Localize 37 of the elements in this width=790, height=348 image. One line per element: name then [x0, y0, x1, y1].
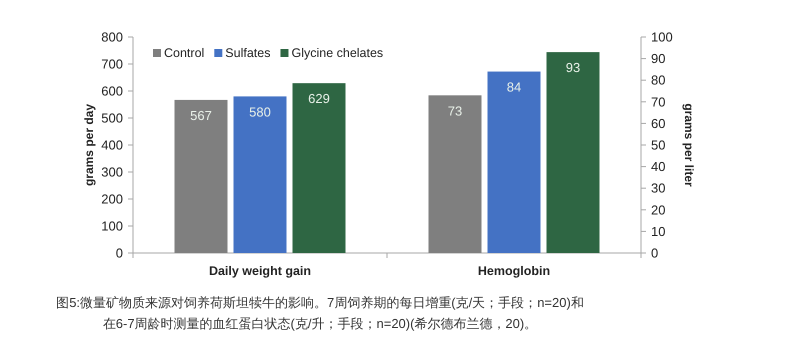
y2-tick-label: 30: [651, 180, 666, 196]
y-tick-label: 700: [101, 56, 123, 72]
legend-label: Control: [164, 46, 204, 60]
data-label: 567: [190, 108, 212, 123]
y2-tick-label: 90: [651, 51, 666, 66]
data-label: 73: [448, 103, 462, 118]
y2-axis-title: grams per liter: [682, 103, 696, 188]
y2-tick-label: 40: [651, 159, 666, 174]
y-tick-label: 800: [101, 30, 123, 44]
y2-tick-label: 100: [651, 30, 673, 44]
data-label: 629: [308, 91, 330, 106]
y-tick-label: 0: [116, 246, 123, 260]
y2-tick-label: 70: [651, 94, 666, 110]
y2-tick-label: 0: [651, 246, 658, 260]
y-tick-label: 500: [101, 110, 123, 126]
data-label: 84: [506, 80, 522, 95]
y-tick-label: 400: [101, 138, 123, 152]
y2-tick-label: 20: [651, 202, 666, 218]
y2-tick-label: 50: [651, 138, 666, 152]
y2-tick-label: 60: [651, 116, 666, 131]
y-tick-label: 300: [101, 164, 123, 180]
y2-tick-label: 80: [651, 72, 666, 88]
legend-label: Glycine chelates: [291, 46, 384, 60]
data-label: 93: [566, 60, 580, 76]
legend-label: Sulfates: [225, 46, 270, 60]
y-tick-label: 600: [101, 84, 123, 98]
bar: [234, 96, 286, 253]
x-tick-label: Hemoglobin: [478, 264, 550, 278]
y2-tick-label: 10: [651, 224, 666, 239]
x-tick-label: Daily weight gain: [208, 264, 312, 278]
y-tick-label: 200: [101, 192, 123, 206]
y-tick-label: 100: [101, 218, 123, 234]
y-axis-title: grams per day: [82, 104, 96, 186]
data-label: 580: [249, 104, 271, 120]
bar: [174, 100, 228, 253]
bar: [292, 83, 346, 253]
caption: 图5:微量矿物质来源对饲养荷斯坦犊牛的影响。7周饲养期的每日增重(克/天；手段；n=20)和在6-7周龄时测量的血红蛋白状态(克/升；手段；n=20)(希尔德布兰德，20)。: [55, 294, 585, 333]
